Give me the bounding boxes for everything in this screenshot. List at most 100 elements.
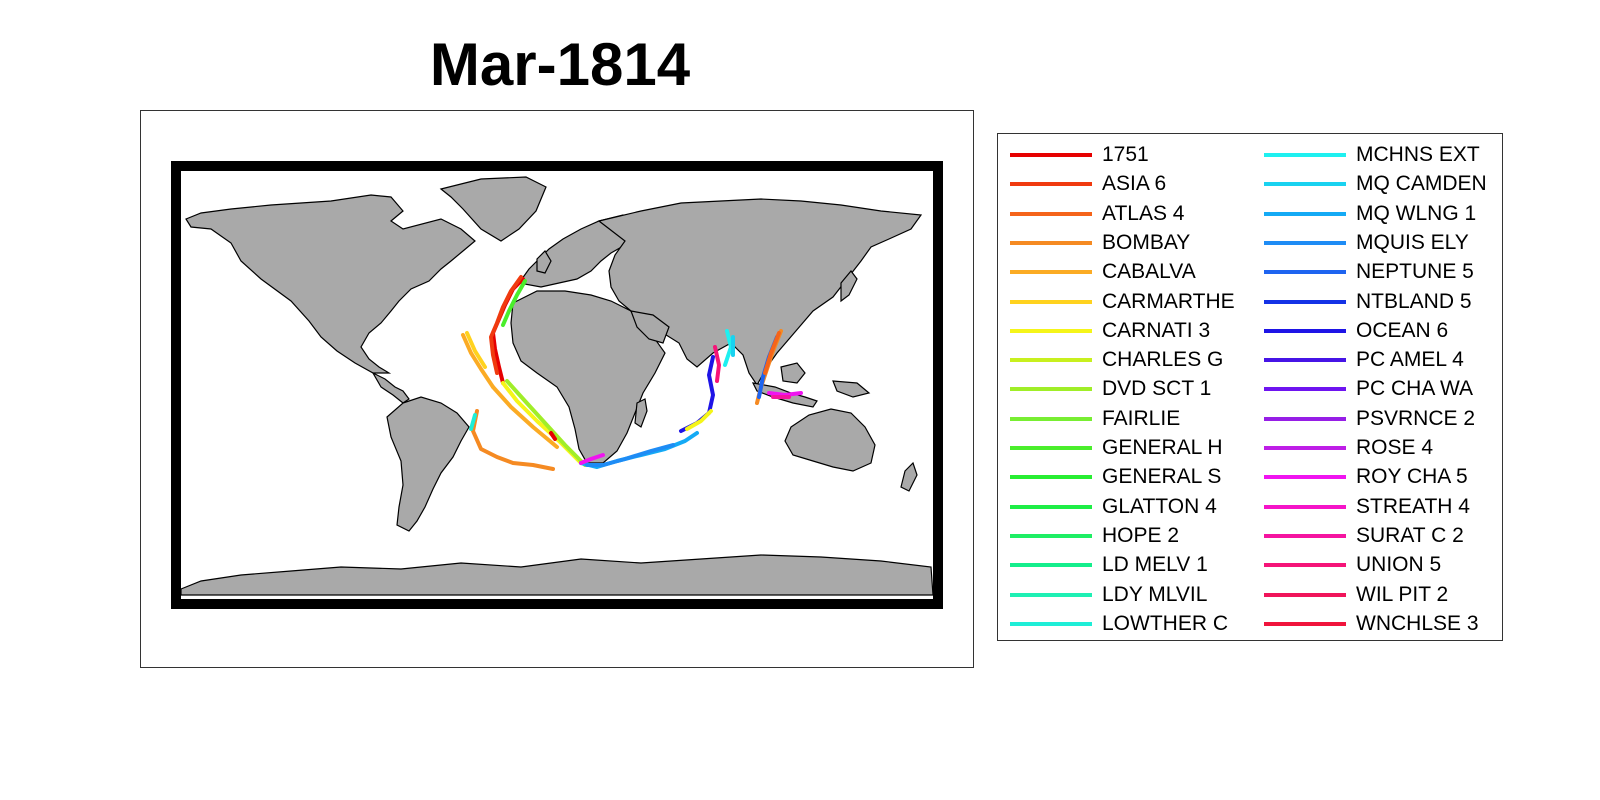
legend-item: 1751 bbox=[998, 142, 1149, 168]
borneo bbox=[780, 362, 806, 384]
track-malacca-c bbox=[763, 331, 781, 375]
legend-label: MCHNS EXT bbox=[1356, 143, 1480, 166]
track-java bbox=[767, 391, 803, 397]
track-south-atlantic-c bbox=[491, 385, 559, 449]
legend-label: GENERAL S bbox=[1102, 465, 1222, 489]
legend-swatch bbox=[1010, 270, 1092, 275]
legend-swatch bbox=[1010, 533, 1092, 538]
legend-label: ATLAS 4 bbox=[1102, 201, 1185, 225]
legend-item: DVD SCT 1 bbox=[998, 376, 1211, 402]
legend-swatch bbox=[1264, 621, 1346, 626]
legend-item: GENERAL S bbox=[998, 464, 1221, 490]
new-zealand bbox=[900, 461, 918, 492]
arabia bbox=[630, 310, 670, 344]
track-cape-red bbox=[549, 431, 557, 441]
legend-label: ROY CHA 5 bbox=[1356, 465, 1468, 489]
ship-tracks bbox=[461, 275, 803, 471]
legend-swatch bbox=[1264, 504, 1346, 509]
central-america bbox=[371, 371, 410, 404]
legend-swatch bbox=[1010, 416, 1092, 421]
legend-swatch bbox=[1264, 358, 1346, 363]
legend-item: SURAT C 2 bbox=[1252, 523, 1464, 549]
legend-swatch bbox=[1010, 387, 1092, 392]
legend-swatch bbox=[1264, 592, 1346, 597]
legend-label: OCEAN 6 bbox=[1356, 318, 1449, 342]
legend-label: MQ CAMDEN bbox=[1356, 172, 1487, 196]
track-atlantic-north-b bbox=[489, 275, 523, 375]
legend-label: CABALVA bbox=[1102, 260, 1196, 284]
legend-swatch bbox=[1010, 475, 1092, 480]
legend-label: DVD SCT 1 bbox=[1102, 377, 1212, 401]
track-brazil-b bbox=[465, 331, 487, 369]
legend-label: LDY MLVIL bbox=[1102, 582, 1208, 606]
legend-label: WNCHLSE 3 bbox=[1356, 611, 1479, 635]
legend-item: BOMBAY bbox=[998, 230, 1190, 256]
legend-label: LOWTHER C bbox=[1102, 611, 1228, 635]
legend-item: OCEAN 6 bbox=[1252, 318, 1448, 344]
legend-swatch bbox=[1010, 211, 1092, 216]
legend-swatch bbox=[1010, 153, 1092, 157]
land-masses bbox=[180, 176, 934, 596]
legend-label: CHARLES G bbox=[1102, 348, 1224, 372]
legend-item: WIL PIT 2 bbox=[1252, 582, 1448, 608]
track-argentina bbox=[471, 409, 555, 471]
legend-item: PC AMEL 4 bbox=[1252, 347, 1464, 373]
legend-item: ATLAS 4 bbox=[998, 201, 1184, 227]
legend-swatch bbox=[1264, 416, 1346, 421]
track-indian-north-b bbox=[685, 409, 713, 431]
legend-label: ROSE 4 bbox=[1356, 436, 1434, 459]
track-atlantic-north-c bbox=[501, 279, 527, 327]
legend-item: MCHNS EXT bbox=[1252, 142, 1480, 168]
legend-item: GLATTON 4 bbox=[998, 494, 1217, 520]
legend-swatch bbox=[1010, 621, 1092, 626]
legend-swatch bbox=[1264, 563, 1346, 568]
legend-label: MQ WLNG 1 bbox=[1356, 201, 1477, 225]
legend-item: PSVRNCE 2 bbox=[1252, 406, 1475, 432]
legend-swatch bbox=[1264, 270, 1346, 275]
legend: 1751 ASIA 6 ATLAS 4 BOMBAY CABALVA CARMARTHE C… bbox=[997, 133, 1503, 641]
legend-label: LD MELV 1 bbox=[1102, 553, 1208, 577]
madagascar bbox=[634, 398, 648, 428]
legend-label: PC AMEL 4 bbox=[1356, 348, 1464, 372]
australia bbox=[784, 408, 876, 472]
map-title: Mar-1814 bbox=[429, 31, 691, 98]
legend-item: LD MELV 1 bbox=[998, 552, 1208, 578]
legend-label: MQUIS ELY bbox=[1356, 230, 1469, 254]
legend-label: BOMBAY bbox=[1102, 230, 1191, 254]
legend-item: ASIA 6 bbox=[998, 171, 1166, 197]
legend-label: STREATH 4 bbox=[1356, 494, 1470, 518]
greenland bbox=[439, 176, 547, 242]
legend-item: NEPTUNE 5 bbox=[1252, 259, 1474, 285]
track-cape-indian-b bbox=[585, 443, 675, 467]
legend-item: HOPE 2 bbox=[998, 523, 1179, 549]
legend-label: GLATTON 4 bbox=[1102, 494, 1217, 518]
legend-item: CARMARTHE bbox=[998, 289, 1235, 315]
legend-swatch bbox=[1264, 182, 1346, 187]
legend-label: PC CHA WA bbox=[1356, 377, 1474, 401]
legend-item: LOWTHER C bbox=[998, 611, 1228, 637]
legend-swatch bbox=[1010, 328, 1092, 333]
legend-swatch bbox=[1010, 358, 1092, 363]
legend-item: ROY CHA 5 bbox=[1252, 464, 1468, 490]
legend-label: HOPE 2 bbox=[1102, 523, 1180, 547]
legend-label: CARMARTHE bbox=[1102, 289, 1235, 313]
legend-swatch bbox=[1264, 153, 1346, 157]
legend-swatch bbox=[1010, 240, 1092, 245]
legend-label: NEPTUNE 5 bbox=[1356, 260, 1474, 284]
legend-swatch bbox=[1010, 446, 1092, 450]
legend-item: MQ CAMDEN bbox=[1252, 171, 1487, 197]
legend-swatch bbox=[1010, 504, 1092, 509]
legend-item: STREATH 4 bbox=[1252, 494, 1470, 520]
legend-item: GENERAL H bbox=[998, 435, 1223, 461]
legend-item: MQ WLNG 1 bbox=[1252, 201, 1476, 227]
legend-label: FAIRLIE bbox=[1102, 406, 1181, 430]
legend-item: CARNATI 3 bbox=[998, 318, 1210, 344]
legend-item: FAIRLIE bbox=[998, 406, 1180, 432]
legend-item: LDY MLVIL bbox=[998, 582, 1207, 608]
north-america bbox=[185, 194, 476, 374]
legend-swatch bbox=[1010, 563, 1092, 568]
legend-swatch bbox=[1264, 387, 1346, 392]
legend-label: 1751 bbox=[1102, 143, 1149, 166]
legend-swatch bbox=[1264, 240, 1346, 245]
legend-label: GENERAL H bbox=[1102, 436, 1223, 459]
